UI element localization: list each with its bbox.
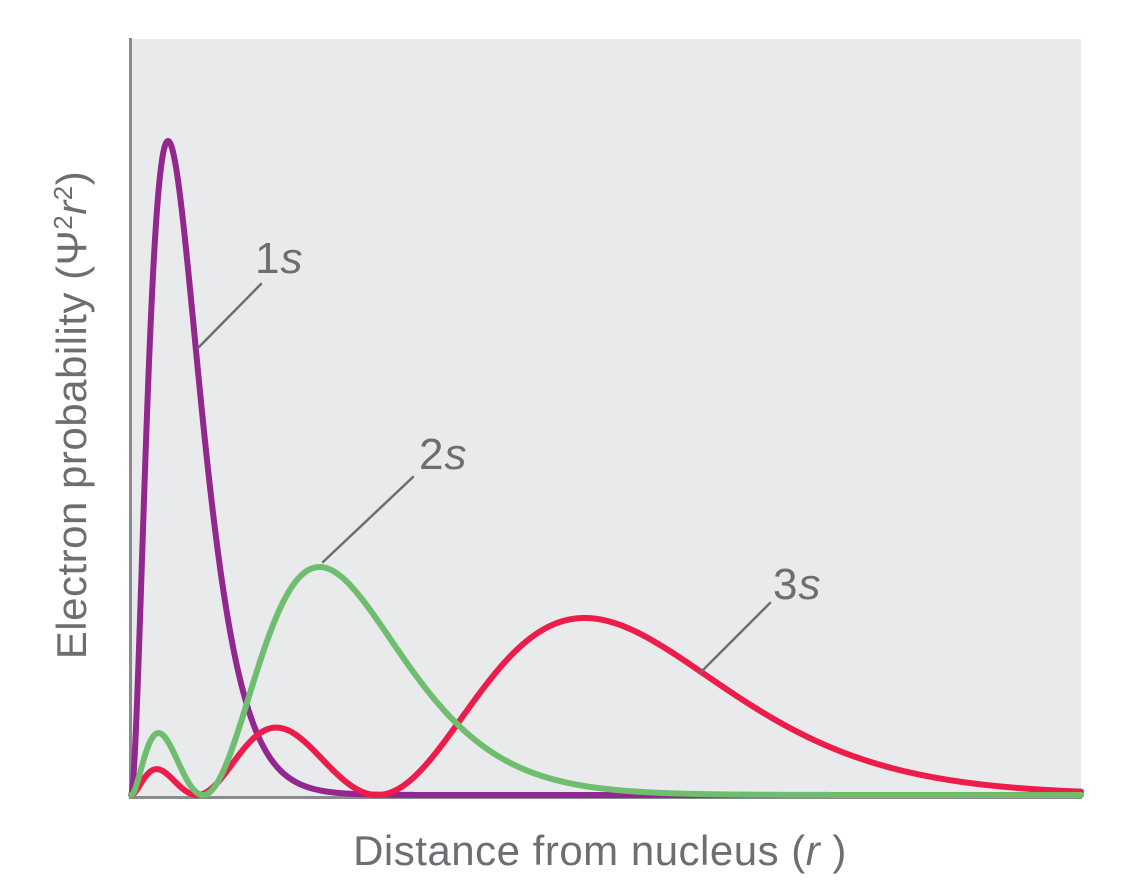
y-axis-label-close: ) xyxy=(48,170,95,186)
curve-label-1s-number: 1 xyxy=(255,234,281,283)
curve-label-1s: 1s xyxy=(255,234,303,284)
y-axis-label-text: Electron probability ( xyxy=(48,265,95,660)
y-axis-line xyxy=(129,38,132,799)
x-axis-line xyxy=(129,796,1082,799)
curve-label-3s-orbital: s xyxy=(798,560,822,609)
psi-exponent: 2 xyxy=(47,214,78,230)
psi-symbol: Ψ xyxy=(48,229,95,266)
x-axis-label: Distance from nucleus (r ) xyxy=(353,827,847,875)
r-exponent: 2 xyxy=(47,185,78,201)
curve-label-3s: 3s xyxy=(773,560,821,610)
curve-label-3s-number: 3 xyxy=(773,560,799,609)
curve-label-2s-orbital: s xyxy=(444,430,468,479)
curve-label-2s-number: 2 xyxy=(419,430,445,479)
y-axis-label: Electron probability (Ψ2r2) xyxy=(48,171,96,659)
r-symbol-x: r xyxy=(805,827,821,874)
plot-area xyxy=(131,39,1081,797)
x-axis-label-close: ) xyxy=(820,827,847,874)
curve-label-1s-orbital: s xyxy=(280,234,304,283)
x-axis-label-text: Distance from nucleus ( xyxy=(353,827,806,874)
curve-label-2s: 2s xyxy=(419,430,467,480)
r-symbol: r xyxy=(48,200,95,215)
